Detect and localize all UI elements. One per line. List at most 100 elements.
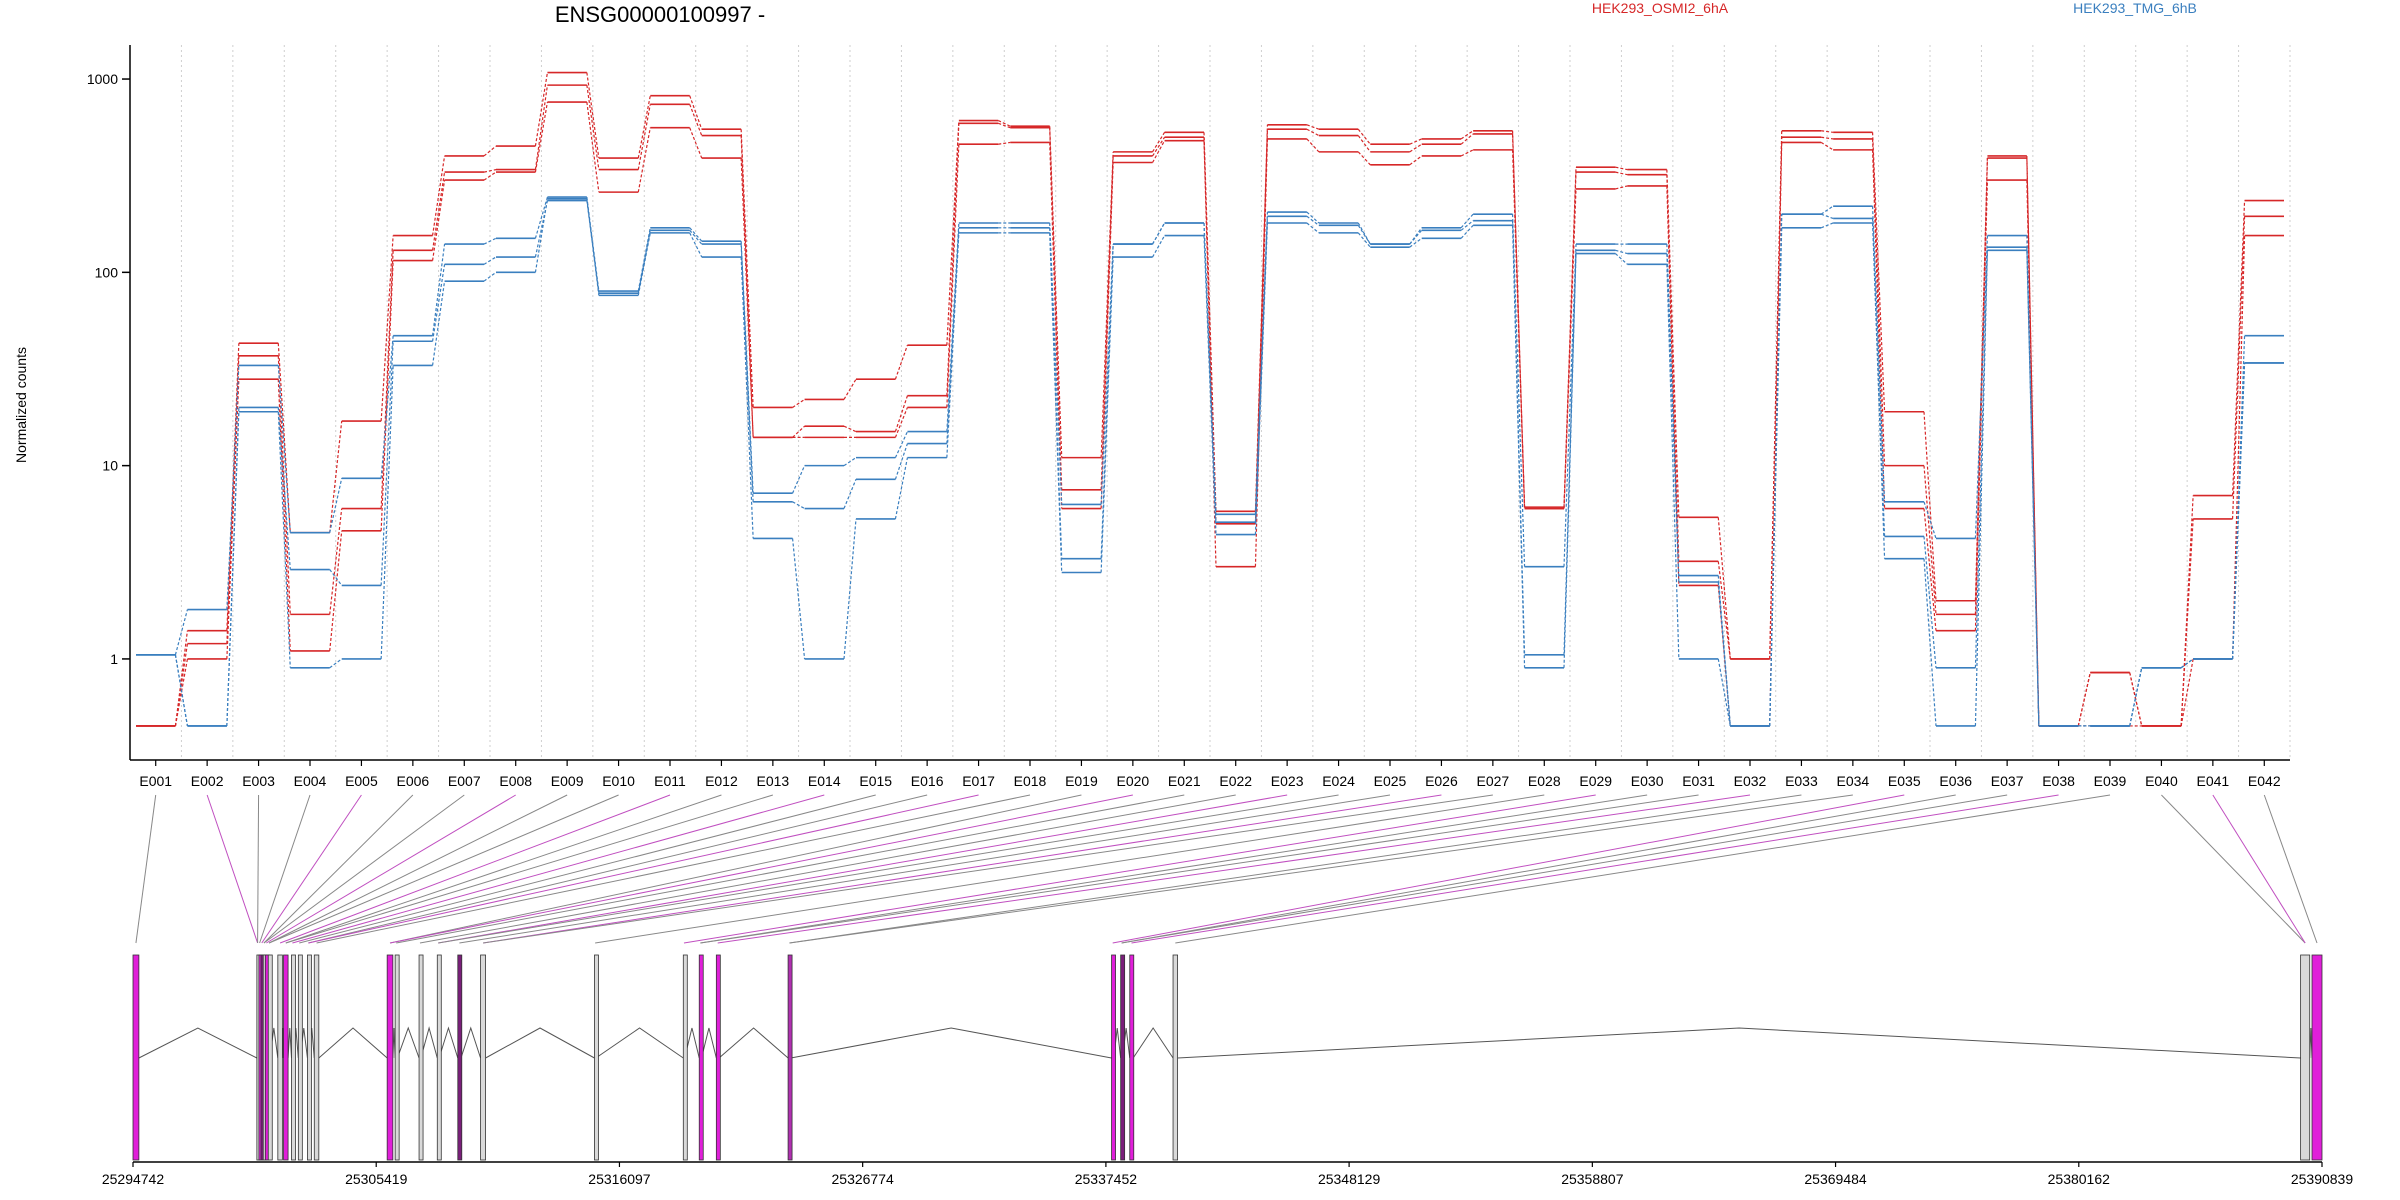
series-connector: [1357, 225, 1371, 245]
exon-connector: [285, 794, 774, 944]
series-connector: [689, 127, 703, 159]
coordinate-tick-label: 25390839: [2291, 1171, 2354, 1187]
x-tick-label: E013: [757, 773, 790, 789]
series-connector: [689, 104, 703, 136]
series-connector: [2077, 672, 2091, 727]
exon-connector: [135, 794, 157, 944]
series-connector: [1254, 212, 1269, 515]
series-connector: [1357, 222, 1371, 245]
series-connector: [689, 227, 703, 242]
series-connector: [1460, 220, 1474, 231]
series-connector: [380, 235, 394, 422]
gene-model: 25294742 25305419 25316097 25326774 25337452…: [102, 954, 2354, 1187]
series-connector: [1100, 257, 1114, 573]
series-connector: [1460, 130, 1474, 140]
series-connector: [843, 457, 857, 467]
series-connector: [1923, 411, 1937, 601]
exon-connector: [279, 794, 671, 944]
coordinate-tick-label: 25337452: [1075, 1171, 1138, 1187]
intron: [718, 1027, 789, 1059]
series-connector: [1357, 151, 1371, 166]
series-connector: [483, 237, 497, 245]
exon-box: [313, 954, 320, 1161]
series-connector: [1769, 130, 1783, 659]
series-connector: [1821, 136, 1834, 140]
series-connector: [1306, 124, 1320, 130]
series-connector: [1666, 174, 1680, 562]
series-connector: [894, 344, 908, 380]
series-connector: [1769, 214, 1783, 726]
series-connector: [1923, 536, 1937, 668]
exon-connector: [482, 794, 1493, 944]
intron: [485, 1027, 595, 1059]
series-connector: [894, 457, 909, 520]
series-connector: [1203, 132, 1217, 512]
series-connector: [534, 196, 549, 239]
chart-title: ENSG00000100997 -: [555, 2, 765, 27]
series-connector: [1100, 244, 1114, 559]
series-connector: [792, 398, 805, 408]
series-connector: [843, 425, 857, 433]
series-connector: [1409, 227, 1423, 245]
series-connector: [946, 144, 960, 408]
axes: 1 10 100 1000 E001 E002 E003 E004 E005 E006 E007 E0…: [87, 45, 2290, 789]
series-connector: [740, 129, 754, 408]
series-connector: [1460, 213, 1474, 229]
coordinate-tick-label: 25380162: [2048, 1171, 2111, 1187]
exon-box: [1120, 954, 1126, 1161]
x-tick-label: E010: [602, 773, 635, 789]
exon-connector: [263, 794, 414, 944]
series-3: [136, 71, 2284, 727]
series-connector: [1049, 227, 1063, 559]
exon-box: [1111, 954, 1116, 1161]
series-connector: [1871, 206, 1886, 502]
series-connector: [1666, 169, 1680, 518]
y-tick-label: 100: [95, 264, 119, 280]
exon-connector: [396, 794, 1185, 944]
series-connector: [1666, 264, 1680, 659]
series-connector: [586, 85, 600, 170]
coordinate-tick-label: 25348129: [1318, 1171, 1381, 1187]
intron: [460, 1026, 482, 1059]
series-connector: [894, 443, 908, 480]
series-connector: [637, 227, 651, 292]
series-connector: [1820, 222, 1834, 229]
series-connector: [226, 365, 240, 610]
series-connector: [1306, 215, 1320, 226]
series-connector: [1923, 501, 1937, 539]
series-connector: [637, 232, 651, 296]
x-tick-label: E003: [242, 773, 275, 789]
intron: [438, 1026, 459, 1059]
exon-connector: [1121, 794, 2008, 944]
exon-box: [2300, 954, 2311, 1161]
series-connector: [586, 72, 600, 159]
series-connector: [174, 643, 189, 727]
series-connector: [586, 197, 600, 292]
series-connector: [483, 271, 497, 282]
intron: [1132, 1027, 1174, 1059]
x-tick-label: E002: [191, 773, 224, 789]
legend-item-tmg: HEK293_TMG_6hB: [2073, 0, 2197, 16]
series-connector: [226, 407, 240, 726]
exon-connector: [308, 794, 928, 944]
series-connector: [1615, 253, 1628, 265]
exon-box: [436, 954, 442, 1161]
intron: [701, 1027, 717, 1059]
series-connector: [1152, 136, 1166, 157]
exon-box: [386, 954, 394, 1161]
x-tick-label: E021: [1168, 773, 1201, 789]
x-tick-label: E031: [1682, 773, 1715, 789]
x-tick-label: E017: [962, 773, 995, 789]
series-5: [136, 199, 2284, 727]
series-connector: [534, 72, 549, 147]
series-connector: [1100, 162, 1114, 509]
series-connector: [1306, 128, 1320, 137]
series-connector: [431, 172, 446, 251]
series-connector: [792, 465, 806, 494]
series-connector: [2231, 362, 2246, 659]
series-connector: [740, 241, 754, 494]
series-connector: [586, 101, 600, 193]
exon-connector: [595, 794, 1545, 944]
x-tick-label: E008: [499, 773, 532, 789]
series-connector: [380, 341, 394, 586]
